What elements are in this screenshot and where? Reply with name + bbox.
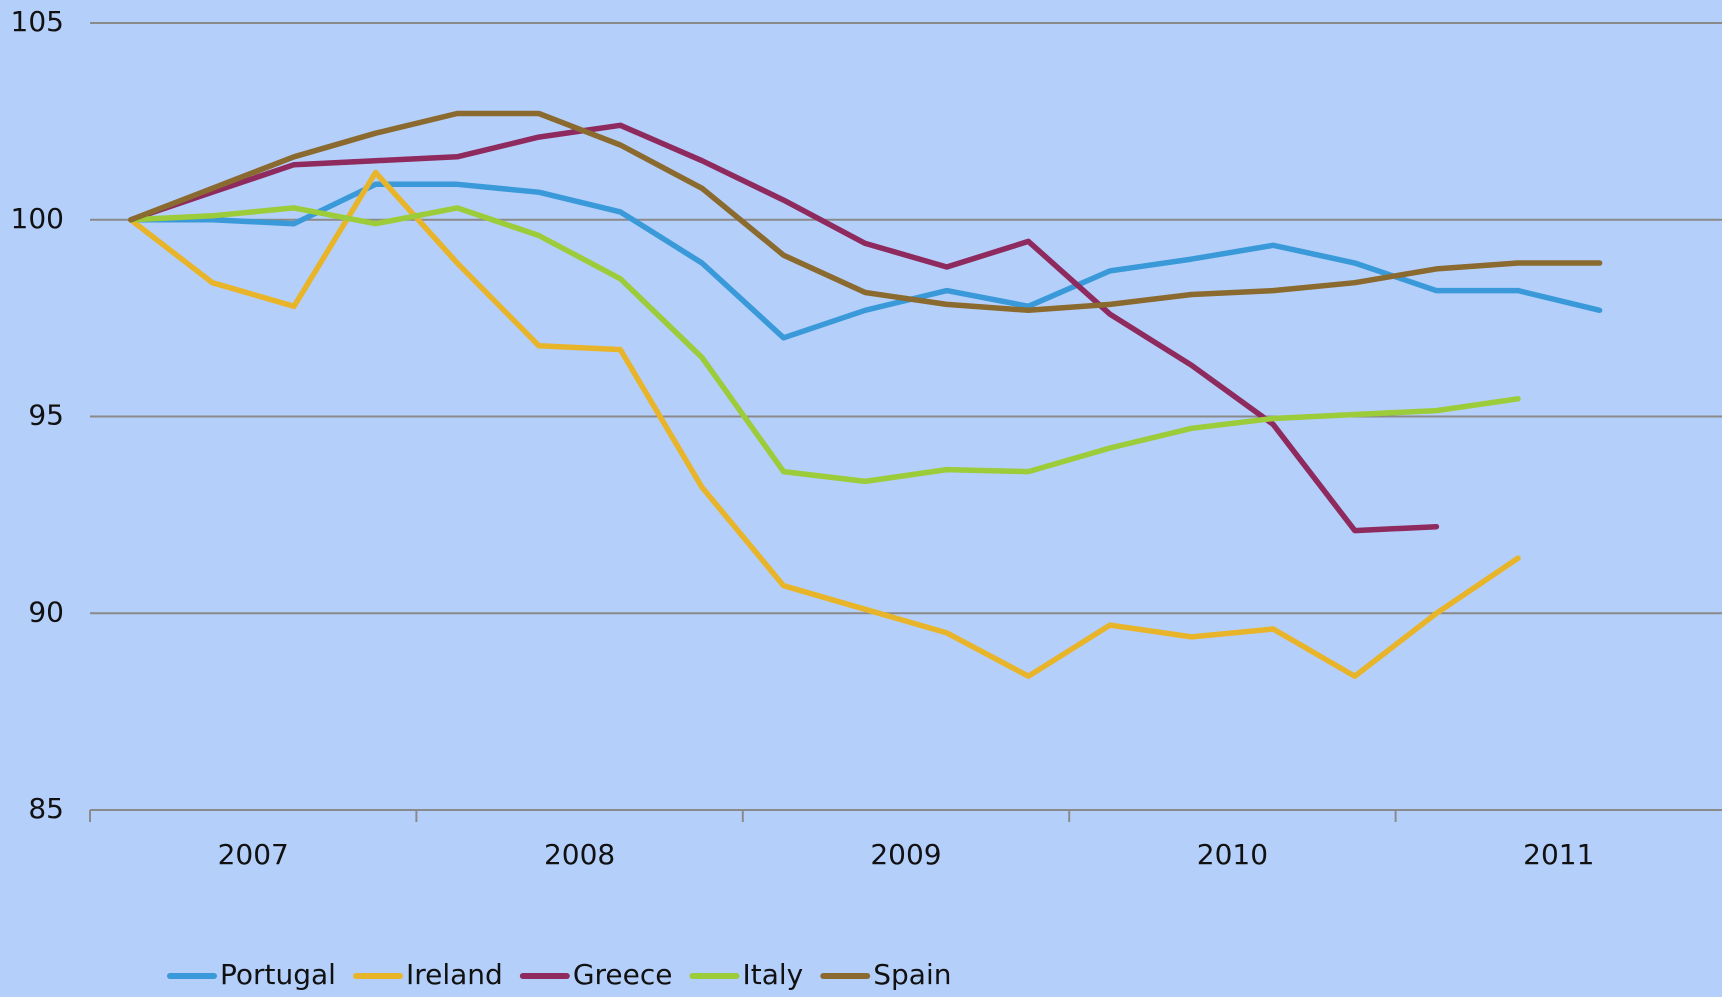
legend-label: Spain [873,958,951,991]
legend-label: Portugal [220,958,336,991]
x-tick-label: 2010 [1197,838,1268,871]
series-line [128,181,1603,341]
series-line [128,122,1440,534]
x-tick-label: 2008 [544,838,615,871]
legend-label: Italy [742,958,803,991]
y-tick-label: 100 [11,202,64,235]
series-line [128,110,1603,314]
x-tick-label: 2009 [870,838,941,871]
x-tick-label: 2011 [1523,838,1594,871]
y-tick-label: 90 [28,595,64,628]
y-tick-label: 85 [28,792,64,825]
legend-label: Greece [573,958,673,991]
x-tick-label: 2007 [218,838,289,871]
y-tick-label: 105 [11,5,64,38]
y-tick-label: 95 [28,399,64,432]
series-line [128,169,1521,679]
series-line [128,205,1521,485]
legend-label: Ireland [406,958,503,991]
